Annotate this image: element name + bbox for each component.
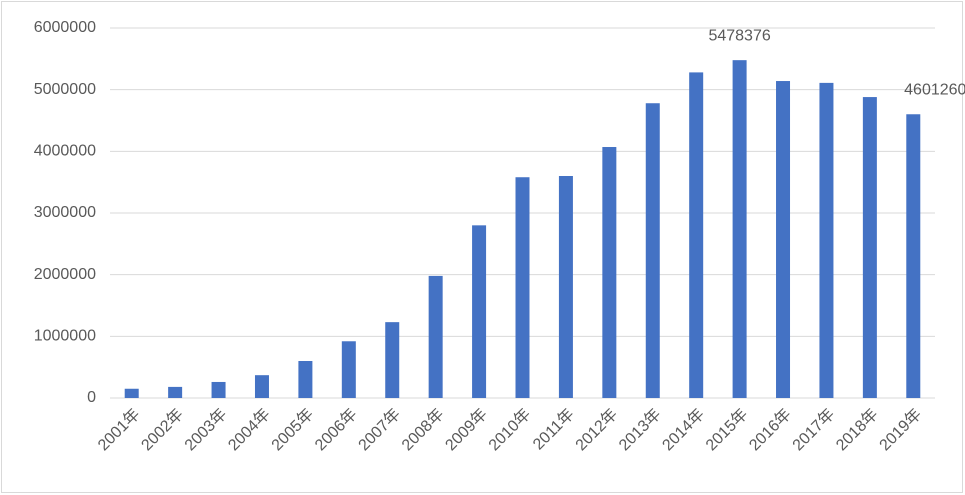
- bar: [385, 322, 400, 398]
- bar: [645, 103, 660, 398]
- bar: [254, 375, 269, 398]
- y-tick-label: 1000000: [34, 328, 96, 345]
- bar: [689, 72, 704, 399]
- y-tick-label: 5000000: [34, 81, 96, 98]
- bar: [515, 177, 530, 398]
- bar: [472, 225, 487, 398]
- bar: [211, 381, 226, 398]
- bar: [168, 386, 183, 398]
- y-tick-label: 0: [87, 389, 96, 406]
- bar: [558, 176, 573, 398]
- bar: [341, 341, 356, 398]
- bar: [602, 147, 617, 398]
- bar: [428, 275, 443, 398]
- y-tick-label: 4000000: [34, 143, 96, 160]
- data-label: 5478376: [708, 27, 770, 44]
- bar: [862, 97, 877, 399]
- bar: [298, 361, 313, 398]
- y-tick-label: 6000000: [34, 19, 96, 36]
- bar: [732, 60, 747, 399]
- bar: [819, 82, 834, 398]
- data-label: 4601260: [904, 81, 965, 98]
- y-tick-label: 3000000: [34, 204, 96, 221]
- y-tick-label: 2000000: [34, 266, 96, 283]
- bar: [776, 81, 791, 399]
- bar: [906, 114, 921, 399]
- bar: [124, 388, 139, 398]
